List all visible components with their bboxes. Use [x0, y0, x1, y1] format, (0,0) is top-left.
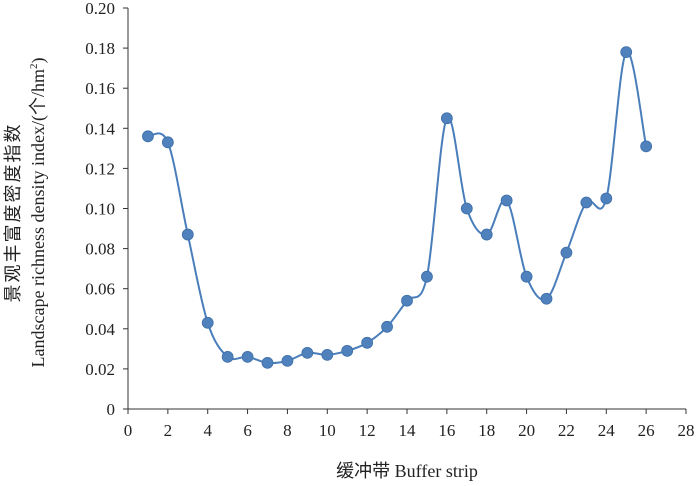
y-tick-label: 0.12: [85, 159, 115, 178]
x-tick-label: 0: [124, 421, 133, 440]
data-point: [321, 348, 334, 361]
x-tick-label: 8: [283, 421, 292, 440]
y-axis-ticks: 0 0.02 0.04 0.06 0.08 0.10 0.12 0.14 0.16 0.18 0.2…: [85, 0, 128, 419]
data-point: [261, 356, 274, 369]
data-point: [361, 336, 374, 349]
data-point: [201, 316, 214, 329]
data-point: [161, 136, 174, 149]
y-tick-label: 0.06: [85, 280, 115, 299]
y-axis-title-cn: 景观丰富度密度指数: [3, 123, 23, 303]
y-axis-title-en-end: ): [28, 58, 49, 64]
x-tick-label: 26: [638, 421, 655, 440]
x-axis-title: 缓冲带 Buffer strip: [336, 461, 478, 481]
data-point: [421, 270, 433, 283]
data-point: [341, 344, 354, 357]
data-point: [560, 246, 573, 259]
y-tick-label: 0.10: [85, 200, 115, 219]
y-tick-label: 0.04: [85, 320, 115, 339]
data-point: [600, 192, 613, 205]
data-point: [540, 292, 553, 305]
data-point: [301, 346, 314, 359]
data-point: [440, 112, 453, 125]
x-tick-label: 22: [558, 421, 575, 440]
series-group: [142, 46, 653, 369]
x-axis-ticks: 0 2 4 6 8 10 12 14 16 18 20 22 24 26 28: [124, 409, 695, 440]
y-tick-label: 0.14: [85, 119, 115, 138]
data-point: [281, 354, 294, 367]
y-tick-label: 0.16: [85, 79, 115, 98]
x-tick-label: 28: [678, 421, 695, 440]
data-point: [181, 228, 194, 241]
series-line: [147, 50, 648, 365]
data-point: [381, 320, 393, 333]
x-tick-label: 14: [399, 421, 417, 440]
data-point: [620, 46, 633, 59]
y-axis-title: 景观丰富度密度指数 Landscape richness density ind…: [3, 58, 49, 368]
x-tick-label: 20: [518, 421, 535, 440]
data-point: [401, 294, 413, 307]
x-tick-label: 24: [598, 421, 616, 440]
x-tick-label: 18: [478, 421, 495, 440]
data-point: [142, 130, 154, 143]
data-point: [241, 350, 254, 363]
y-axis-title-en: Landscape richness density index/(个/hm2): [28, 58, 49, 368]
y-axis-title-superscript: 2: [28, 64, 40, 70]
x-tick-label: 12: [359, 421, 376, 440]
data-point: [480, 228, 493, 241]
y-axis-title-en-main: Landscape richness density index/(个/hm: [28, 69, 49, 367]
data-point: [520, 270, 533, 283]
y-tick-label: 0: [107, 400, 116, 419]
y-tick-label: 0.08: [85, 240, 115, 259]
x-tick-label: 10: [319, 421, 336, 440]
data-point: [500, 194, 513, 207]
data-point: [460, 202, 473, 215]
x-tick-label: 16: [438, 421, 455, 440]
x-tick-label: 6: [243, 421, 252, 440]
y-tick-label: 0.02: [85, 360, 115, 379]
y-tick-label: 0.18: [85, 39, 115, 58]
x-tick-label: 2: [164, 421, 173, 440]
data-point: [221, 350, 234, 363]
data-point: [640, 140, 653, 153]
x-tick-label: 4: [203, 421, 212, 440]
data-point: [580, 196, 593, 209]
y-tick-label: 0.20: [85, 0, 115, 18]
